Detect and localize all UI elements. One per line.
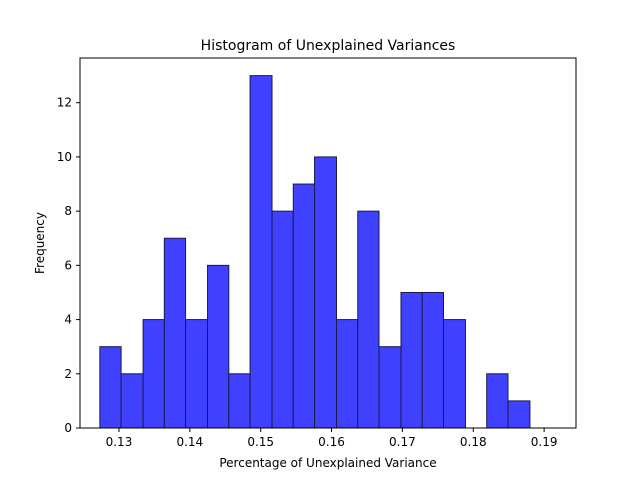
chart-title: Histogram of Unexplained Variances — [201, 38, 456, 54]
y-tick-label-0: 0 — [64, 421, 72, 435]
histogram-bar-14 — [400, 291, 423, 429]
histogram-bar-15 — [421, 291, 444, 429]
x-tick-label-5: 0.18 — [460, 435, 487, 449]
y-axis-label: Frequency — [33, 212, 47, 274]
histogram-bar-5 — [207, 264, 230, 429]
histogram-bar-9 — [292, 183, 316, 429]
histogram-bar-1 — [120, 373, 144, 429]
y-tick-label-4: 8 — [64, 204, 72, 218]
histogram-bar-6 — [228, 373, 251, 429]
x-tick-label-3: 0.16 — [318, 435, 345, 449]
histogram-bar-7 — [249, 75, 273, 429]
histogram-bar-19 — [507, 400, 531, 429]
histogram-bar-18 — [486, 373, 509, 429]
x-axis: 0.13 0.14 0.15 0.16 0.17 0.18 0.19 — [106, 428, 558, 449]
histogram-bar-4 — [185, 319, 209, 429]
y-tick-label-1: 2 — [64, 367, 72, 381]
histogram-bar-2 — [142, 319, 165, 429]
y-tick-label-3: 6 — [64, 258, 72, 272]
x-tick-label-4: 0.17 — [389, 435, 416, 449]
histogram-bar-12 — [357, 210, 380, 429]
x-tick-label-6: 0.19 — [531, 435, 558, 449]
histogram-bar-3 — [163, 237, 187, 429]
histogram-bar-13 — [378, 346, 402, 429]
histogram-bar-16 — [442, 319, 466, 429]
y-tick-label-2: 4 — [64, 313, 72, 327]
histogram-bar-11 — [336, 319, 359, 429]
x-tick-label-1: 0.14 — [176, 435, 203, 449]
histogram-bar-8 — [271, 210, 294, 429]
histogram-bar-0 — [99, 346, 122, 429]
x-tick-label-2: 0.15 — [247, 435, 274, 449]
x-axis-label: Percentage of Unexplained Variance — [219, 456, 436, 470]
bars-group — [99, 75, 531, 429]
y-tick-label-6: 12 — [57, 96, 72, 110]
histogram-bar-10 — [314, 156, 338, 429]
plot-frame — [79, 57, 577, 429]
y-axis: 0 2 4 6 8 10 12 — [57, 96, 80, 435]
y-tick-label-5: 10 — [57, 150, 72, 164]
x-tick-label-0: 0.13 — [106, 435, 133, 449]
